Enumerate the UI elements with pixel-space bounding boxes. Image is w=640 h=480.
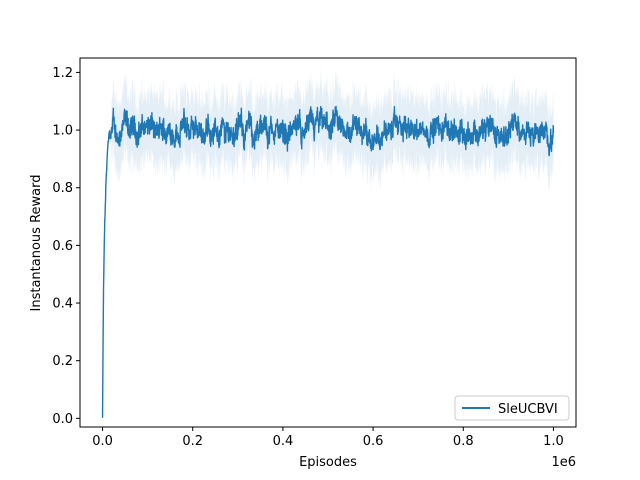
x-axis-offset-label: 1e6 [551,455,576,470]
y-tick-label: 0.6 [52,239,73,254]
series-confidence-band [102,63,554,424]
legend: SleUCBVI [454,395,570,421]
y-tick-label: 0.8 [52,181,73,196]
y-tick-label: 0.2 [52,354,73,369]
y-tick-label: 0.0 [52,412,73,427]
legend-label: SleUCBVI [498,402,558,417]
x-tick-label: 0.6 [363,434,384,449]
x-tick-label: 0.8 [453,434,474,449]
x-tick-label: 1.0 [543,434,564,449]
series-line-sleucbvi [101,105,555,418]
y-tick-label: 1.0 [52,124,73,139]
y-axis: 0.0 0.2 0.4 0.6 0.8 1.0 1.2 [52,66,80,427]
y-tick-label: 0.4 [52,297,73,312]
x-tick-label: 0.4 [273,434,294,449]
x-tick-label: 0.2 [182,434,203,449]
x-axis: 0.0 0.2 0.4 0.6 0.8 1.0 [92,427,564,449]
plot-frame [79,57,577,428]
x-axis-label: Episodes [299,455,357,470]
y-tick-label: 1.2 [52,66,73,81]
legend-box [454,395,570,421]
y-axis-label: Instantanous Reward [29,175,44,312]
plot-area [101,63,555,424]
x-tick-label: 0.0 [92,434,113,449]
